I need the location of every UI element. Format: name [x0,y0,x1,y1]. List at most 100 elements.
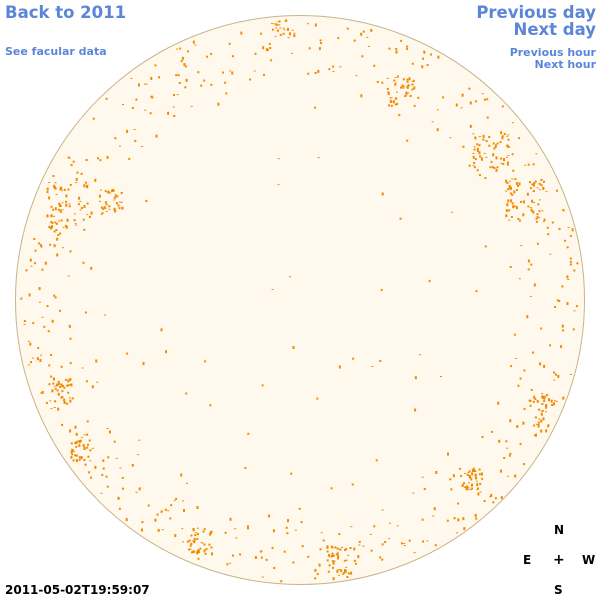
facula-mark [405,91,408,94]
facula-mark [200,84,203,87]
facula-mark [362,30,365,33]
facula-mark [142,362,145,366]
facula-mark [188,539,191,542]
facula-mark [475,100,478,103]
facula-mark [54,400,57,403]
facula-mark [102,207,105,210]
facula-mark [74,442,77,444]
facula-mark [407,92,410,94]
facula-mark [337,555,340,558]
facula-mark [52,378,55,380]
facula-mark [564,239,567,242]
facula-mark [403,543,406,544]
facula-mark [572,328,575,331]
compass-east-label: E [523,553,532,567]
see-facular-data-link[interactable]: See facular data [5,45,107,58]
facula-mark [476,147,479,150]
facula-mark [170,504,173,507]
facula-mark [286,532,289,535]
facula-mark [394,83,397,86]
facula-mark [406,45,408,48]
facula-mark [558,227,561,230]
facula-mark [217,102,220,106]
facula-mark [226,563,229,566]
facula-mark [29,258,32,262]
facula-mark [290,472,293,475]
facula-mark [48,182,51,183]
facula-mark [422,540,424,543]
facula-mark [77,440,80,443]
previous-day-link[interactable]: Previous day [476,3,596,22]
facula-mark [468,87,471,90]
facula-mark [293,34,296,38]
facula-mark [306,23,309,25]
facula-mark [332,566,334,569]
facula-mark [197,549,200,551]
facula-mark [465,488,468,491]
facula-mark [333,560,336,562]
facula-mark [246,525,249,528]
facula-mark [432,515,435,517]
facula-mark [186,540,189,543]
facula-mark [505,214,508,218]
facula-mark [479,491,482,493]
facula-mark [70,451,73,454]
facula-mark [421,518,424,521]
facula-mark [530,388,533,391]
facula-mark [409,95,412,97]
facula-mark [50,408,53,410]
facula-mark [224,531,227,534]
facula-mark [509,452,512,455]
facula-mark [535,217,538,220]
facula-mark [193,540,196,544]
facula-mark [185,78,188,82]
facula-mark [484,177,487,179]
facula-mark [540,412,543,416]
facula-mark [562,396,565,400]
facula-mark [497,401,500,405]
facula-mark [167,111,170,115]
facula-mark [476,150,479,152]
facula-mark [23,320,26,323]
facula-mark [541,210,544,212]
facula-mark [268,514,271,518]
facula-mark [41,316,44,318]
facula-mark [106,428,109,429]
facula-mark [573,310,576,312]
facula-mark [529,187,532,190]
facula-mark [408,77,411,81]
facula-mark [63,398,66,401]
facula-mark [337,37,340,40]
facula-mark [247,527,249,530]
next-day-link[interactable]: Next day [513,20,596,39]
facula-mark [53,244,56,248]
facula-mark [106,155,109,159]
facula-mark [336,569,339,573]
facula-mark [475,290,478,293]
facula-mark [83,434,86,436]
back-to-year-link[interactable]: Back to 2011 [5,3,127,22]
facula-mark [472,165,475,167]
facula-mark [114,137,117,140]
facula-mark [92,117,95,120]
facula-mark [48,383,51,386]
facula-mark [317,69,320,73]
facula-mark [54,221,57,224]
facula-mark [160,510,163,513]
facula-mark [107,191,110,194]
next-hour-link[interactable]: Next hour [534,58,597,71]
facula-mark [536,399,539,403]
facula-mark [44,261,47,265]
facula-mark [562,329,565,332]
facula-mark [298,507,301,510]
previous-hour-link[interactable]: Previous hour [509,46,596,59]
facula-mark [260,550,263,552]
facula-mark [100,492,103,494]
facula-mark [69,183,72,186]
facula-mark [60,365,63,368]
facula-mark [184,65,187,68]
facula-mark [509,419,512,423]
facula-mark [56,253,59,257]
facula-mark [78,456,81,459]
facula-mark [271,546,274,549]
